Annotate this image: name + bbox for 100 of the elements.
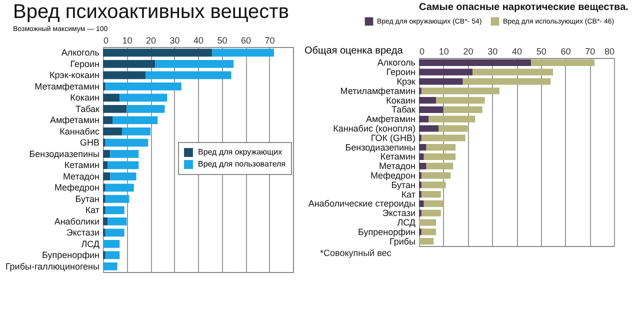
- text: *Совокупный вес: [320, 248, 392, 258]
- y-tick-label: Кокаин: [70, 92, 100, 103]
- bar: [436, 97, 485, 104]
- bar: [112, 116, 158, 124]
- y-tick-label: Героин: [70, 58, 100, 69]
- y-tick-label: Табак: [392, 104, 416, 115]
- bar: [126, 104, 165, 113]
- y-tick-label: Анаболические стероиды: [308, 198, 416, 209]
- x-tick-label: 20: [146, 36, 156, 46]
- bar: [419, 200, 424, 207]
- bar: [421, 228, 436, 236]
- chart-title: Самые опасные наркотические вещества.: [419, 2, 629, 13]
- y-tick-label: Метадон: [378, 161, 416, 172]
- x-tick-label: 20: [463, 46, 474, 56]
- bar: [103, 127, 122, 136]
- bar: [103, 48, 212, 57]
- x-tick-label: 60: [240, 36, 252, 46]
- y-tick-label: Кат: [401, 189, 416, 200]
- bar: [122, 127, 150, 136]
- bar: [424, 200, 444, 207]
- bar: [424, 153, 456, 160]
- bar: [421, 182, 446, 188]
- y-tick-label: Каннабис: [60, 126, 100, 136]
- y-tick-label: Крэк-кокаин: [50, 70, 100, 80]
- bar: [103, 217, 108, 226]
- bar: [105, 194, 130, 203]
- legend-label: Вред для пользователя: [198, 160, 286, 168]
- y-tick-label: Бутан: [391, 180, 416, 190]
- y-tick-label: Метамфетамин: [34, 81, 100, 92]
- y-tick-label: Каннабис (конопля): [333, 124, 416, 134]
- y-tick-label: Экстази: [66, 228, 100, 238]
- x-tick-label: 70: [264, 36, 275, 46]
- y-tick-label: Мефедрон: [54, 182, 100, 193]
- x-tick-label: 60: [560, 46, 571, 56]
- bar: [472, 68, 554, 76]
- y-tick-label: Кокаин: [386, 95, 416, 106]
- bar: [103, 172, 110, 180]
- y-tick-label: Табак: [76, 104, 100, 114]
- y-tick-label: Бутан: [75, 194, 100, 204]
- bar: [419, 219, 436, 226]
- y-tick-label: Бупренорфин: [358, 226, 416, 237]
- y-tick-label: Грибы: [389, 236, 416, 246]
- x-tick-label: 40: [512, 46, 522, 56]
- y-tick-label: Кетамин: [380, 152, 416, 162]
- y-tick-label: Бензодиазепины: [345, 142, 416, 152]
- bar: [462, 78, 551, 85]
- y-tick-label: Грибы-галлюциногены: [5, 261, 100, 272]
- bar: [419, 78, 463, 85]
- y-tick-label: Метадон: [62, 171, 100, 182]
- bar: [110, 150, 139, 158]
- y-tick-label: Мефедрон: [370, 170, 416, 180]
- x-tick-label: 50: [217, 36, 228, 46]
- bar: [103, 150, 110, 158]
- bar: [105, 82, 182, 90]
- x-tick-label: 0: [104, 36, 109, 46]
- x-tick-label: 40: [193, 36, 204, 46]
- bar: [419, 162, 426, 170]
- bar: [421, 134, 466, 142]
- bar: [103, 161, 108, 170]
- bar: [419, 59, 532, 66]
- bar: [212, 48, 274, 57]
- bar: [108, 161, 139, 170]
- bar: [419, 153, 424, 160]
- bar: [105, 228, 124, 237]
- bar: [426, 162, 454, 170]
- bar: [103, 94, 120, 102]
- y-tick-label: ЛСД: [81, 238, 100, 249]
- y-tick-label: Амфетамин: [366, 114, 416, 124]
- y-tick-label: Метиламфетамин: [340, 86, 416, 96]
- bar: [421, 88, 500, 94]
- y-tick-label: Кетамин: [64, 160, 100, 170]
- bar: [421, 172, 451, 179]
- y-tick-label: Бензодиазепины: [29, 148, 100, 159]
- bar: [103, 60, 156, 68]
- bar: [421, 191, 441, 198]
- bar: [419, 106, 444, 113]
- bar: [419, 125, 438, 132]
- bar: [103, 104, 127, 113]
- y-tick-label: Экстази: [382, 208, 416, 218]
- bar: [531, 59, 594, 66]
- x-tick-label: 50: [536, 46, 546, 56]
- bar: [146, 71, 232, 80]
- x-tick-label: 30: [488, 46, 498, 56]
- y-tick-label: ГОК (GHB): [370, 132, 416, 143]
- bar: [426, 144, 456, 151]
- y-tick-label: Алкоголь: [377, 58, 416, 68]
- bar: [120, 94, 168, 102]
- x-tick-label: 10: [122, 36, 132, 46]
- y-tick-label: Крэк: [396, 76, 416, 86]
- y-tick-label: Бупренорфин: [42, 250, 100, 260]
- bar: [419, 238, 434, 245]
- bar: [419, 116, 429, 122]
- bar: [105, 251, 120, 260]
- y-tick-label: Героин: [386, 67, 416, 78]
- y-tick-label: Кат: [85, 205, 100, 216]
- chart-title: Вред психоактивных веществ: [13, 1, 289, 23]
- x-tick-label: 0: [420, 46, 425, 56]
- bar: [419, 68, 473, 76]
- x-tick-label: 10: [438, 46, 449, 56]
- legend-label: Вред для окружающих: [198, 148, 282, 156]
